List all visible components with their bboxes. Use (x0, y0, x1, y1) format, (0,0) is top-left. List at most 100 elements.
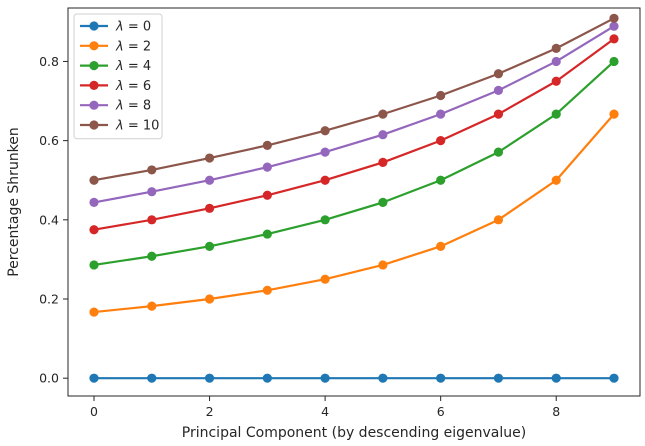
data-point (493, 109, 504, 119)
data-point (262, 229, 272, 239)
data-point (320, 175, 330, 185)
legend-label: λ = 6 (115, 79, 151, 94)
data-point (609, 34, 619, 44)
data-point (551, 373, 561, 383)
legend-marker (89, 100, 99, 110)
data-point (436, 90, 446, 101)
legend-entry: λ = 10 (80, 119, 159, 134)
legend-entry: λ = 8 (80, 99, 151, 114)
series-0 (89, 373, 619, 383)
y-tick-label: 0.2 (39, 292, 59, 307)
data-point (378, 157, 388, 168)
data-point (204, 294, 215, 304)
data-point (493, 215, 504, 225)
y-tick-label: 0.0 (39, 371, 59, 386)
y-axis: 0.0 0.2 0.4 0.6 0.8 (39, 54, 68, 386)
data-point (204, 241, 215, 251)
plot-area (67, 7, 641, 397)
legend-marker (89, 80, 99, 90)
data-point (609, 56, 619, 67)
series-line (93, 17, 615, 182)
data-point (493, 373, 504, 383)
data-point (320, 215, 330, 225)
legend: λ = 0 λ = 2 λ = 4 λ = 6 λ = 8 λ = 10 (73, 13, 163, 140)
data-point (204, 203, 215, 213)
series-2 (89, 56, 619, 270)
data-point (436, 136, 446, 146)
x-tick-label: 2 (206, 404, 214, 419)
data-point (320, 373, 330, 383)
data-point (436, 241, 446, 251)
legend-label: λ = 10 (115, 119, 159, 134)
y-tick-label: 0.4 (39, 212, 59, 227)
x-axis: 0 2 4 6 8 (90, 396, 560, 419)
legend-entry: λ = 0 (80, 20, 151, 35)
data-point (147, 251, 157, 261)
data-point (262, 285, 272, 295)
legend-entry: λ = 6 (80, 79, 151, 94)
legend-marker (89, 41, 99, 51)
series-line (93, 37, 615, 231)
legend-label: λ = 0 (115, 20, 151, 35)
data-point (89, 260, 99, 270)
legend-marker (89, 21, 99, 31)
data-point (551, 175, 561, 185)
data-point (204, 153, 215, 163)
x-axis-label: Principal Component (by descending eigen… (182, 425, 526, 441)
y-tick-label: 0.8 (39, 54, 59, 69)
data-point (320, 147, 330, 157)
plot-frame (67, 7, 641, 397)
data-point (493, 147, 504, 157)
data-point (493, 85, 504, 95)
data-point (262, 162, 272, 172)
data-point (89, 373, 99, 383)
data-point (320, 274, 330, 284)
series-4 (89, 21, 619, 207)
data-point (551, 109, 561, 119)
y-tick-label: 0.6 (39, 133, 59, 148)
data-point (436, 109, 446, 119)
legend-label: λ = 2 (115, 39, 151, 54)
data-point (320, 126, 330, 136)
data-point (204, 373, 215, 383)
data-point (609, 373, 619, 383)
data-point (89, 307, 99, 317)
y-axis-label: Percentage Shrunken (6, 127, 22, 277)
data-point (262, 140, 272, 150)
legend-entry: λ = 2 (80, 39, 151, 54)
series-5 (89, 13, 619, 185)
data-point (378, 109, 388, 119)
series-3 (89, 34, 619, 235)
data-point (147, 215, 157, 225)
series-line (93, 60, 615, 267)
data-point (147, 187, 157, 197)
series-layer (89, 13, 619, 383)
data-point (147, 373, 157, 383)
x-tick-label: 0 (90, 404, 98, 419)
data-point (378, 197, 388, 207)
data-point (551, 56, 561, 67)
x-tick-label: 8 (552, 404, 560, 419)
data-point (378, 130, 388, 140)
data-point (609, 109, 619, 119)
data-point (551, 76, 561, 86)
data-point (89, 197, 99, 207)
legend-label: λ = 8 (115, 99, 151, 114)
data-point (89, 175, 99, 185)
legend-marker (89, 120, 99, 130)
legend-entry: λ = 4 (80, 59, 151, 74)
data-point (204, 175, 215, 185)
series-line (93, 113, 615, 314)
x-tick-label: 6 (437, 404, 445, 419)
data-point (147, 301, 157, 311)
legend-marker (89, 61, 99, 71)
x-tick-label: 4 (321, 404, 329, 419)
data-point (262, 373, 272, 383)
data-point (378, 260, 388, 270)
data-point (436, 373, 446, 383)
legend-label: λ = 4 (115, 59, 151, 74)
data-point (436, 175, 446, 185)
data-point (609, 13, 619, 23)
data-point (551, 43, 561, 53)
